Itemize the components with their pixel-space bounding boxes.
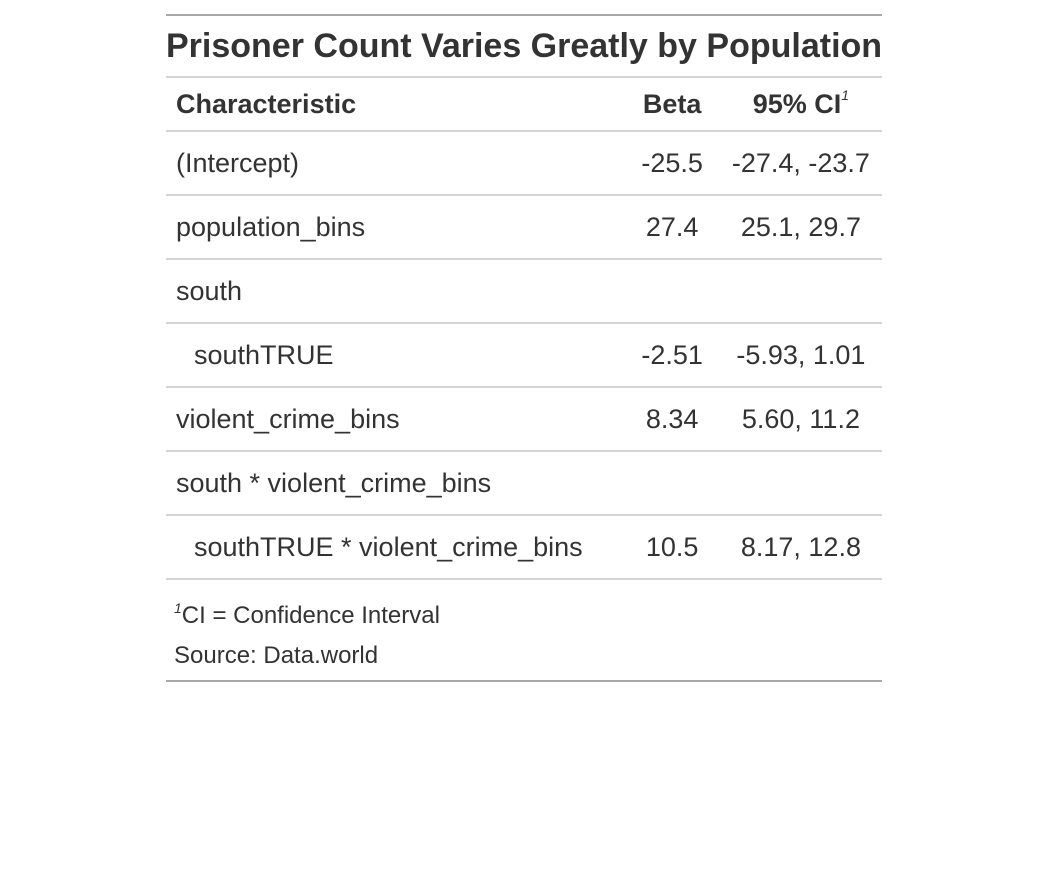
row-label: population_bins <box>166 195 625 260</box>
header-characteristic: Characteristic <box>166 77 625 132</box>
row-label: south * violent_crime_bins <box>166 451 625 516</box>
regression-table: Prisoner Count Varies Greatly by Populat… <box>166 14 883 682</box>
header-ci: 95% CI1 <box>719 77 883 132</box>
table-row: violent_crime_bins 8.34 5.60, 11.2 <box>166 387 883 452</box>
row-ci: 25.1, 29.7 <box>719 195 883 260</box>
header-ci-label: 95% CI <box>752 88 842 119</box>
source-note: Source: Data.world <box>174 642 379 669</box>
row-ci: 8.17, 12.8 <box>719 515 883 580</box>
row-beta: 10.5 <box>624 515 720 580</box>
row-ci: -27.4, -23.7 <box>719 131 883 196</box>
table-row: (Intercept) -25.5 -27.4, -23.7 <box>166 131 883 196</box>
row-ci: -5.93, 1.01 <box>719 323 883 388</box>
row-label: (Intercept) <box>166 131 625 196</box>
table-row: population_bins 27.4 25.1, 29.7 <box>166 195 883 260</box>
row-label: south <box>166 259 625 324</box>
row-beta: 27.4 <box>624 195 720 260</box>
source-note-row: Source: Data.world <box>166 636 882 681</box>
table-row: southTRUE * violent_crime_bins 10.5 8.17… <box>166 515 883 580</box>
row-beta <box>624 451 720 516</box>
header-beta: Beta <box>624 77 720 132</box>
footnote-row: 1CI = Confidence Interval <box>166 579 882 636</box>
row-beta: 8.34 <box>624 387 720 452</box>
footnote-mark: 1 <box>174 600 182 616</box>
row-beta <box>624 259 720 324</box>
row-ci <box>719 451 883 516</box>
row-label: southTRUE * violent_crime_bins <box>166 515 625 580</box>
table-title: Prisoner Count Varies Greatly by Populat… <box>166 15 883 78</box>
row-beta: -2.51 <box>624 323 720 388</box>
row-ci: 5.60, 11.2 <box>719 387 883 452</box>
row-beta: -25.5 <box>624 131 720 196</box>
regression-table-container: Prisoner Count Varies Greatly by Populat… <box>166 14 883 682</box>
footnote-text: CI = Confidence Interval <box>181 602 440 629</box>
footnote: 1CI = Confidence Interval <box>166 579 882 636</box>
table-row: south * violent_crime_bins <box>166 451 883 516</box>
row-ci <box>719 259 883 324</box>
table-row: south <box>166 259 883 324</box>
column-header-row: Characteristic Beta 95% CI1 <box>166 77 883 132</box>
table-row: southTRUE -2.51 -5.93, 1.01 <box>166 323 883 388</box>
header-ci-footnote-mark: 1 <box>841 86 850 103</box>
row-label: southTRUE <box>166 323 625 388</box>
row-label: violent_crime_bins <box>166 387 625 452</box>
